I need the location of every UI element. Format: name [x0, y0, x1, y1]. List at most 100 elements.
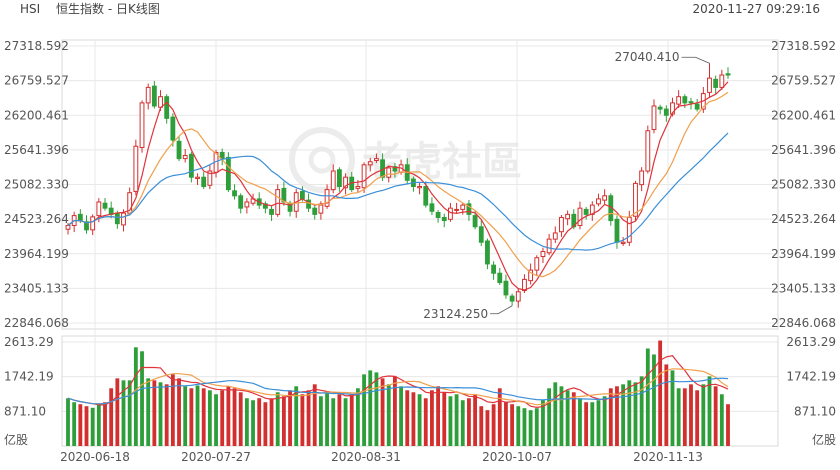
- candle-body: [620, 241, 626, 244]
- volume-bar: [602, 396, 607, 446]
- candle-body: [318, 204, 324, 214]
- price-tick-right: 24523.264: [771, 212, 836, 226]
- candle-body: [170, 116, 176, 141]
- volume-bar: [133, 347, 138, 446]
- volume-bar: [96, 404, 101, 446]
- price-tick-right: 25641.396: [771, 143, 836, 157]
- price-tick-right: 23405.133: [771, 281, 836, 295]
- volume-bar: [448, 396, 453, 446]
- candle-body: [262, 203, 268, 209]
- price-tick-left: 25641.396: [4, 143, 69, 157]
- price-tick-right: 25082.330: [771, 178, 836, 192]
- candle-body: [238, 195, 244, 209]
- candle-body: [114, 212, 120, 225]
- volume-moving-averages: [67, 355, 729, 409]
- candle-body: [725, 73, 731, 76]
- candle-body: [164, 96, 170, 119]
- price-tick-right: 26200.461: [771, 108, 836, 122]
- high-leader-line: [681, 56, 710, 64]
- volume-bar: [78, 404, 83, 446]
- candle-body: [373, 158, 379, 161]
- volume-bar: [189, 388, 194, 446]
- candle-body: [707, 77, 712, 93]
- candle-body: [232, 190, 237, 197]
- candle-body: [441, 216, 447, 222]
- candle-body: [663, 108, 669, 116]
- watermark-text: 老虎社區: [362, 139, 522, 185]
- candle-body: [657, 106, 663, 110]
- volume-bar: [288, 390, 292, 446]
- candle-body: [77, 213, 83, 222]
- candle-body: [485, 240, 490, 265]
- price-moving-averages: [67, 81, 729, 291]
- volume-bar: [232, 388, 237, 446]
- candle-body: [491, 264, 497, 274]
- volume-bar: [627, 380, 632, 446]
- candle-body: [633, 182, 638, 217]
- volume-bar: [207, 390, 212, 446]
- volume-bar: [701, 384, 706, 446]
- candle-body: [145, 86, 151, 104]
- candle-body: [596, 198, 601, 205]
- volume-bar: [281, 396, 286, 446]
- candle-body: [219, 151, 225, 160]
- volume-bar: [337, 394, 342, 446]
- volume-bar: [430, 390, 434, 446]
- volume-bar: [497, 388, 502, 446]
- volume-bar: [109, 388, 114, 446]
- candle-body: [577, 207, 583, 227]
- volume-unit-left: 亿股: [4, 432, 28, 447]
- candle-body: [386, 167, 392, 178]
- candle-body: [460, 204, 466, 210]
- volume-bar: [146, 378, 151, 446]
- candle-body: [417, 186, 423, 189]
- volume-bar: [541, 400, 545, 446]
- price-tick-left: 26759.527: [4, 74, 69, 88]
- candle-body: [225, 156, 231, 191]
- price-tick-right: 27318.592: [771, 39, 836, 53]
- candle-body: [454, 208, 460, 211]
- price-tick-left: 26200.461: [4, 108, 69, 122]
- candle-body: [719, 74, 725, 88]
- candle-body: [392, 166, 398, 172]
- volume-bar: [226, 386, 231, 446]
- volume-ma10-line: [67, 368, 729, 406]
- volume-bar: [349, 394, 354, 446]
- high-annotation: 27040.410: [615, 50, 680, 64]
- volume-bar: [84, 406, 89, 446]
- volume-bar: [263, 402, 268, 446]
- price-tick-left: 25082.330: [4, 178, 69, 192]
- volume-bar: [713, 386, 718, 446]
- date-tick-label: 2020-11-13: [633, 450, 703, 464]
- volume-bar: [300, 394, 305, 446]
- low-leader-line: [490, 305, 513, 315]
- candle-body: [515, 291, 521, 302]
- candle-body: [478, 226, 484, 243]
- candle-body: [151, 85, 157, 107]
- volume-bar: [325, 392, 329, 446]
- volume-bar: [214, 394, 218, 446]
- price-tick-left: 22846.068: [4, 316, 69, 330]
- volume-bars: [66, 340, 730, 446]
- volume-bar: [177, 378, 181, 446]
- volume-bar: [380, 378, 385, 446]
- volume-bar: [522, 408, 527, 446]
- price-tick-right: 22846.068: [771, 316, 836, 330]
- volume-bar: [257, 398, 262, 446]
- volume-bar: [473, 394, 478, 446]
- candle-body: [540, 251, 546, 257]
- chart-title: 恒生指数 - 日K线图: [56, 1, 160, 16]
- volume-bar: [559, 386, 564, 446]
- volume-bar: [485, 410, 490, 446]
- candle-body: [306, 199, 311, 209]
- volume-bar: [615, 386, 619, 446]
- ma20-line: [67, 132, 729, 251]
- volume-bar: [658, 340, 663, 446]
- candle-body: [343, 176, 348, 189]
- volume-bar: [405, 390, 410, 446]
- volume-bar: [664, 364, 669, 446]
- volume-tick-left: 1742.19: [4, 370, 54, 384]
- volume-bar: [355, 388, 360, 446]
- candle-body: [158, 96, 163, 108]
- candle-body: [207, 170, 213, 186]
